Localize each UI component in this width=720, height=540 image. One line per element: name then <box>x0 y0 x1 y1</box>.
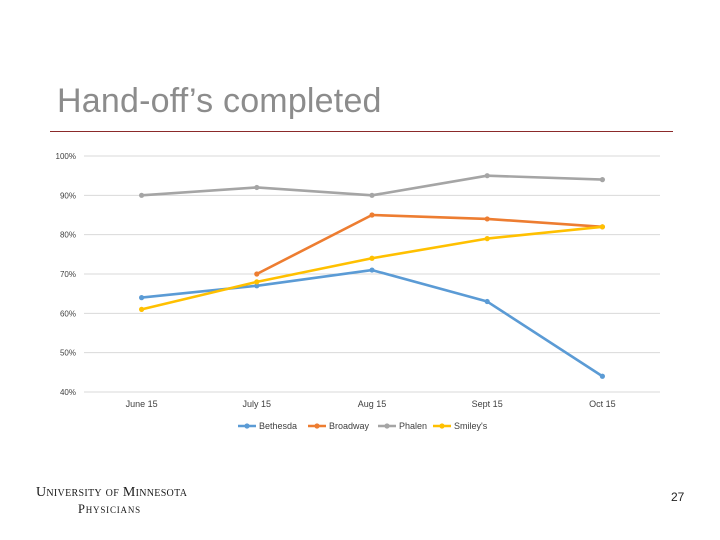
y-tick-label: 80% <box>60 231 76 240</box>
legend-label-smiley-s: Smiley's <box>454 421 488 431</box>
x-tick-label: Oct 15 <box>589 399 616 409</box>
x-tick-label: July 15 <box>243 399 272 409</box>
y-tick-label: 90% <box>60 191 76 200</box>
legend-marker-smiley-s <box>439 423 445 429</box>
legend-label-phalen: Phalen <box>399 421 427 431</box>
legend-marker-bethesda <box>244 423 250 429</box>
y-tick-label: 70% <box>60 270 76 279</box>
data-point-smiley-s <box>254 279 260 285</box>
data-point-broadway <box>369 212 375 218</box>
data-point-smiley-s <box>484 236 490 242</box>
y-tick-label: 50% <box>60 349 76 358</box>
y-tick-label: 60% <box>60 309 76 318</box>
data-point-broadway <box>254 271 260 277</box>
data-point-smiley-s <box>139 306 145 312</box>
legend-marker-broadway <box>314 423 320 429</box>
data-point-bethesda <box>254 283 260 289</box>
legend-label-broadway: Broadway <box>329 421 370 431</box>
data-point-bethesda <box>139 295 145 301</box>
y-tick-label: 40% <box>60 388 76 397</box>
data-point-phalen <box>139 192 145 198</box>
series-line-broadway <box>256 213 603 276</box>
title-rule <box>50 131 673 132</box>
data-point-phalen <box>599 177 606 183</box>
series-line-bethesda <box>141 268 604 378</box>
data-point-broadway <box>484 216 490 222</box>
logo-line-2: Physicians <box>78 502 141 516</box>
series-line-phalen <box>141 174 603 197</box>
legend-marker-phalen <box>384 423 390 429</box>
data-point-phalen <box>369 192 375 198</box>
data-point-phalen <box>484 173 490 179</box>
y-tick-label: 100% <box>56 152 76 161</box>
page-number: 27 <box>671 490 685 504</box>
x-tick-label: June 15 <box>126 399 158 409</box>
legend-label-bethesda: Bethesda <box>259 421 297 431</box>
x-tick-label: Sept 15 <box>472 399 503 409</box>
data-point-smiley-s <box>599 224 606 230</box>
data-point-bethesda <box>369 267 375 273</box>
data-point-smiley-s <box>369 255 375 261</box>
data-point-bethesda <box>599 373 606 379</box>
university-logo: University of Minnesota Physicians <box>36 485 187 517</box>
data-point-phalen <box>254 184 260 191</box>
data-point-bethesda <box>484 298 490 305</box>
slide-title: Hand-off’s completed <box>57 82 382 120</box>
logo-line-1: University of Minnesota <box>36 485 188 500</box>
x-tick-label: Aug 15 <box>358 399 387 409</box>
